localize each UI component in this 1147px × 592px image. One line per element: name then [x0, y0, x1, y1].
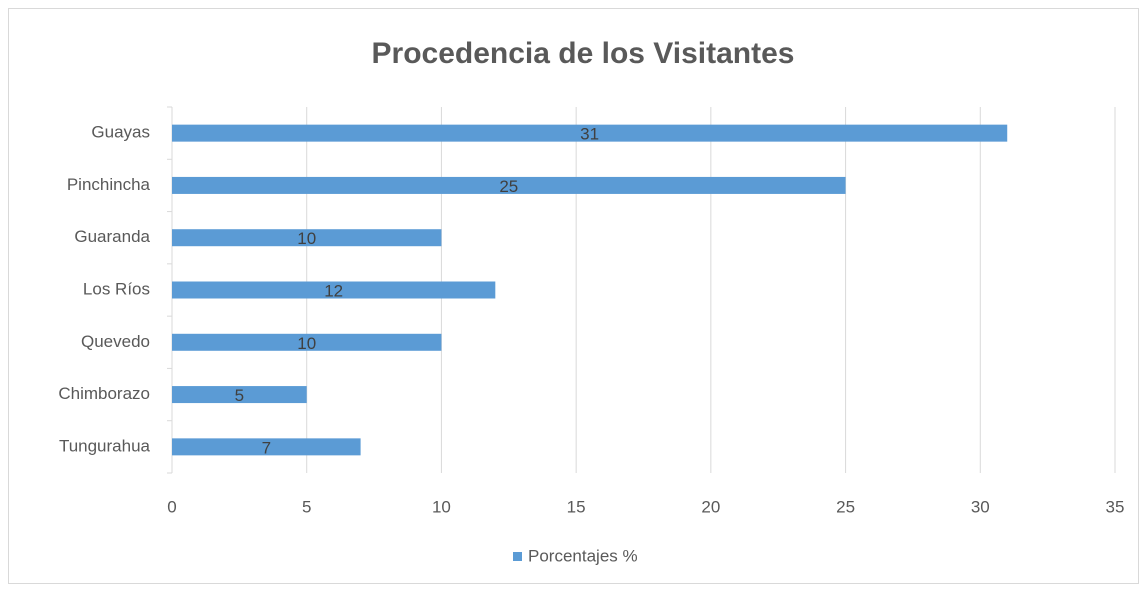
x-tick-label: 20 [701, 497, 720, 516]
y-tick-label: Los Ríos [83, 279, 150, 298]
y-tick-label: Guaranda [74, 227, 150, 246]
chart-title: Procedencia de los Visitantes [372, 37, 795, 70]
x-tick-label: 15 [567, 497, 586, 516]
bar [172, 229, 442, 247]
data-label: 7 [262, 438, 271, 457]
x-tick-label: 5 [302, 497, 311, 516]
data-label: 12 [324, 281, 343, 300]
bar [172, 333, 442, 351]
y-tick-label: Quevedo [81, 332, 150, 351]
data-label: 25 [499, 177, 518, 196]
data-label: 10 [297, 229, 316, 248]
x-tick-label: 25 [836, 497, 855, 516]
bar [172, 386, 307, 404]
bar [172, 281, 496, 299]
y-tick-label: Pinchincha [67, 175, 151, 194]
legend-label: Porcentajes % [528, 546, 638, 565]
bar [172, 438, 361, 456]
y-tick-label: Tungurahua [59, 436, 151, 455]
bar [172, 176, 846, 194]
data-label: 10 [297, 334, 316, 353]
y-tick-label: Chimborazo [58, 384, 150, 403]
x-tick-label: 0 [167, 497, 176, 516]
data-label: 5 [235, 386, 244, 405]
bar [172, 124, 1008, 142]
x-tick-label: 10 [432, 497, 451, 516]
data-label: 31 [580, 125, 599, 144]
x-tick-label: 35 [1106, 497, 1125, 516]
x-tick-label: 30 [971, 497, 990, 516]
legend-swatch [513, 552, 522, 561]
y-tick-label: Guayas [91, 123, 150, 142]
